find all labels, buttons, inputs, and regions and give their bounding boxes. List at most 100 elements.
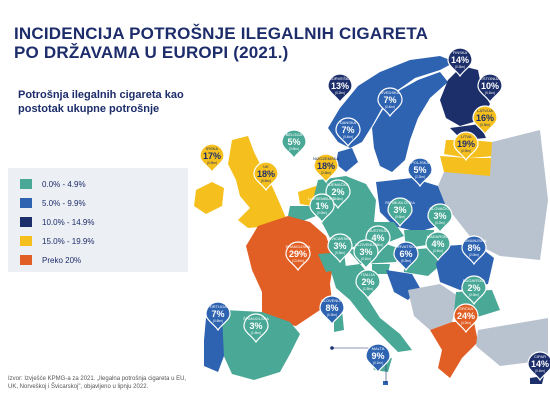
- land-east: [438, 130, 548, 260]
- pin-percentage: 7%: [383, 95, 396, 105]
- pin-marker: [407, 157, 433, 188]
- pin-country-name: SLOVENIJA: [321, 298, 343, 303]
- pin-marker: [393, 241, 419, 272]
- pin-country-name: RUMUNJSKA: [462, 238, 487, 243]
- pin-volume: (0.5bn): [289, 147, 299, 151]
- land-malta: [383, 381, 388, 385]
- pin-country-name: SLOVAČKA: [429, 206, 451, 211]
- pin-percentage: 13%: [331, 81, 349, 91]
- pin-country-name: LITVA: [461, 134, 472, 139]
- pin-percentage: 8%: [467, 243, 480, 253]
- pin-marker: [285, 241, 311, 272]
- land-denmark: [336, 148, 358, 172]
- pin-percentage: 7%: [211, 309, 224, 319]
- pin-percentage: 3%: [249, 321, 262, 331]
- pin-volume: (0.5bn): [373, 243, 383, 247]
- land-norway: [328, 56, 455, 148]
- pin-marker: [243, 313, 269, 344]
- land-italy: [330, 264, 412, 352]
- pin-country-name: SLOVENIJA: [355, 242, 377, 247]
- pin-volume: (0.2bn): [335, 91, 345, 95]
- pin-percentage: 8%: [325, 303, 338, 313]
- pin-country-name: UK: [263, 164, 269, 169]
- pin-country-name: IRSKA: [206, 146, 218, 151]
- pin-volume: (0.1bn): [361, 257, 371, 261]
- pin-percentage: 4%: [431, 239, 444, 249]
- pin-marker: [453, 131, 479, 162]
- pin-marker: [447, 47, 473, 78]
- pin-volume: (0.9bn): [207, 161, 217, 165]
- pin-marker: [309, 193, 335, 224]
- land-france: [246, 216, 334, 326]
- pin-percentage: 10%: [481, 81, 499, 91]
- pin-country-name: PORTUGAL: [207, 304, 230, 309]
- land-slovenia: [372, 264, 390, 274]
- pin-volume: (0.3bn): [335, 251, 345, 255]
- pin-volume: (0.9bn): [461, 149, 471, 153]
- legend-label-2: 10.0% - 14.9%: [42, 217, 95, 227]
- pin-country-name: REPUBLIKA ČEŠKA: [385, 200, 415, 205]
- pin-country-name: NIZOZEMSKA: [313, 156, 339, 161]
- pin-marker: [472, 105, 498, 136]
- pin-country-name: NORVEŠKA: [329, 76, 351, 81]
- pin-marker: [355, 269, 381, 300]
- pin-country-name: DANSKA: [340, 120, 357, 125]
- pin-marker: [327, 233, 353, 264]
- pin-marker: [387, 197, 413, 228]
- pin-country-name: MALTA: [372, 346, 385, 351]
- pin-percentage: 7%: [341, 125, 354, 135]
- pin-percentage: 3%: [359, 247, 372, 257]
- legend-item-0: 0.0% - 4.9%: [20, 178, 86, 190]
- legend-label-3: 15.0% - 19.9%: [42, 236, 95, 246]
- pin-percentage: 2%: [467, 283, 480, 293]
- legend-label-0: 0.0% - 4.9%: [42, 179, 86, 189]
- pin-volume: (0.1bn): [485, 91, 495, 95]
- pin-percentage: 3%: [333, 241, 346, 251]
- pin-percentage: 4%: [371, 233, 384, 243]
- land-spain: [216, 310, 300, 380]
- pin-marker: [253, 161, 279, 192]
- pin-percentage: 5%: [287, 137, 300, 147]
- pin-marker: [199, 143, 225, 174]
- pin-marker: [461, 275, 487, 306]
- land-shapes: [194, 56, 548, 385]
- pin-marker: [313, 153, 339, 184]
- pin-volume: (0.2bn): [435, 221, 445, 225]
- pin-percentage: 29%: [289, 249, 307, 259]
- pin-country-name: FRANCUSKA: [286, 244, 311, 249]
- land-turkey: [476, 318, 548, 366]
- pin-country-name: LUKSEMBURG: [308, 196, 336, 201]
- pin-percentage: 17%: [203, 151, 221, 161]
- pin-country-name: ŠPANJOLSKA: [243, 316, 269, 321]
- pin-percentage: 3%: [433, 211, 446, 221]
- pin-percentage: 2%: [361, 277, 374, 287]
- pin-volume: (1.5bn): [251, 331, 261, 335]
- pin-country-name: ŠVICARSKA: [329, 236, 352, 241]
- pin-volume: (1.6bn): [333, 197, 343, 201]
- pin-percentage: 14%: [451, 55, 469, 65]
- pin-volume: (0.4bn): [433, 249, 443, 253]
- pin-marker: [427, 203, 453, 234]
- legend-swatch-4: [20, 255, 32, 265]
- pin-country-name: BELGIJA: [286, 132, 303, 137]
- pin-volume: (0.6bn): [395, 215, 405, 219]
- pin-volume: (4.2bn): [461, 321, 471, 325]
